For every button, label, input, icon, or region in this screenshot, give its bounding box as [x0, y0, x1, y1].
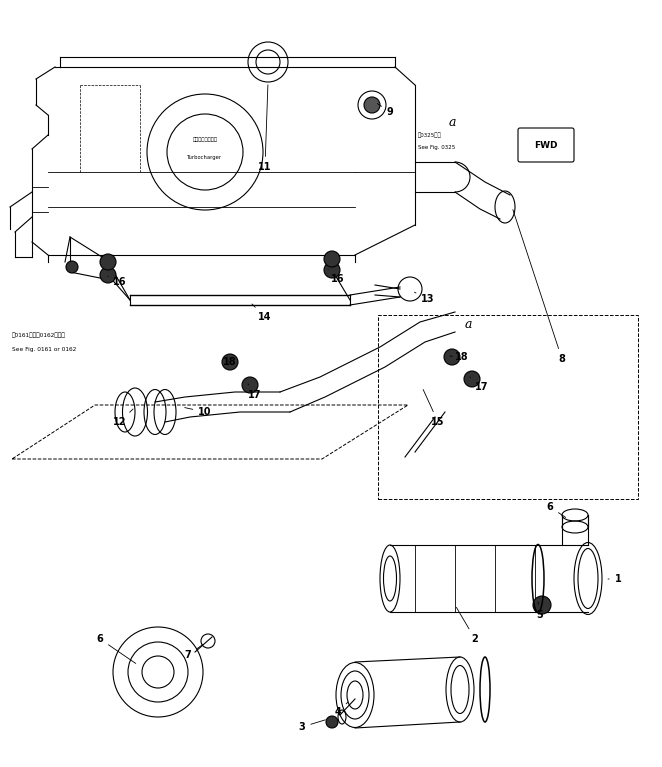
Circle shape	[533, 596, 551, 614]
Text: 8: 8	[513, 209, 565, 364]
Text: 17: 17	[248, 384, 261, 400]
Text: 9: 9	[377, 104, 393, 117]
Text: 6: 6	[547, 502, 566, 518]
Text: 3: 3	[299, 719, 325, 732]
Circle shape	[100, 254, 116, 270]
Text: 2: 2	[456, 607, 479, 644]
Text: See Fig. 0325: See Fig. 0325	[418, 144, 455, 150]
Text: 18: 18	[223, 357, 237, 367]
Text: See Fig. 0161 or 0162: See Fig. 0161 or 0162	[12, 347, 76, 351]
Circle shape	[326, 716, 338, 728]
Text: 16: 16	[328, 269, 345, 284]
Text: 13: 13	[414, 292, 435, 304]
Text: 5: 5	[537, 602, 544, 620]
Circle shape	[324, 251, 340, 267]
Text: 17: 17	[470, 377, 489, 392]
Text: 16: 16	[107, 276, 126, 287]
Circle shape	[364, 97, 380, 113]
Text: FWD: FWD	[534, 140, 558, 150]
Text: 15: 15	[423, 390, 445, 427]
Text: 12: 12	[113, 409, 133, 427]
Circle shape	[100, 267, 116, 283]
Text: 図0161または0162図参照: 図0161または0162図参照	[12, 332, 66, 337]
Circle shape	[464, 371, 480, 387]
Circle shape	[222, 354, 238, 370]
Circle shape	[324, 262, 340, 278]
Text: 18: 18	[450, 352, 469, 362]
Text: 1: 1	[608, 574, 622, 584]
Text: 7: 7	[185, 644, 203, 660]
FancyBboxPatch shape	[518, 128, 574, 162]
Text: a: a	[464, 318, 472, 331]
Text: Turbocharger: Turbocharger	[187, 154, 222, 160]
Text: 14: 14	[252, 304, 271, 322]
Text: 6: 6	[97, 634, 136, 663]
Circle shape	[242, 377, 258, 393]
Text: a: a	[448, 116, 455, 129]
Text: 11: 11	[258, 85, 271, 172]
Circle shape	[66, 261, 78, 273]
Text: 10: 10	[185, 407, 212, 417]
Circle shape	[444, 349, 460, 365]
Text: 図0325参照: 図0325参照	[418, 132, 442, 138]
Text: ターボチャージャ: ターボチャージャ	[193, 137, 218, 141]
Text: 4: 4	[334, 702, 348, 717]
